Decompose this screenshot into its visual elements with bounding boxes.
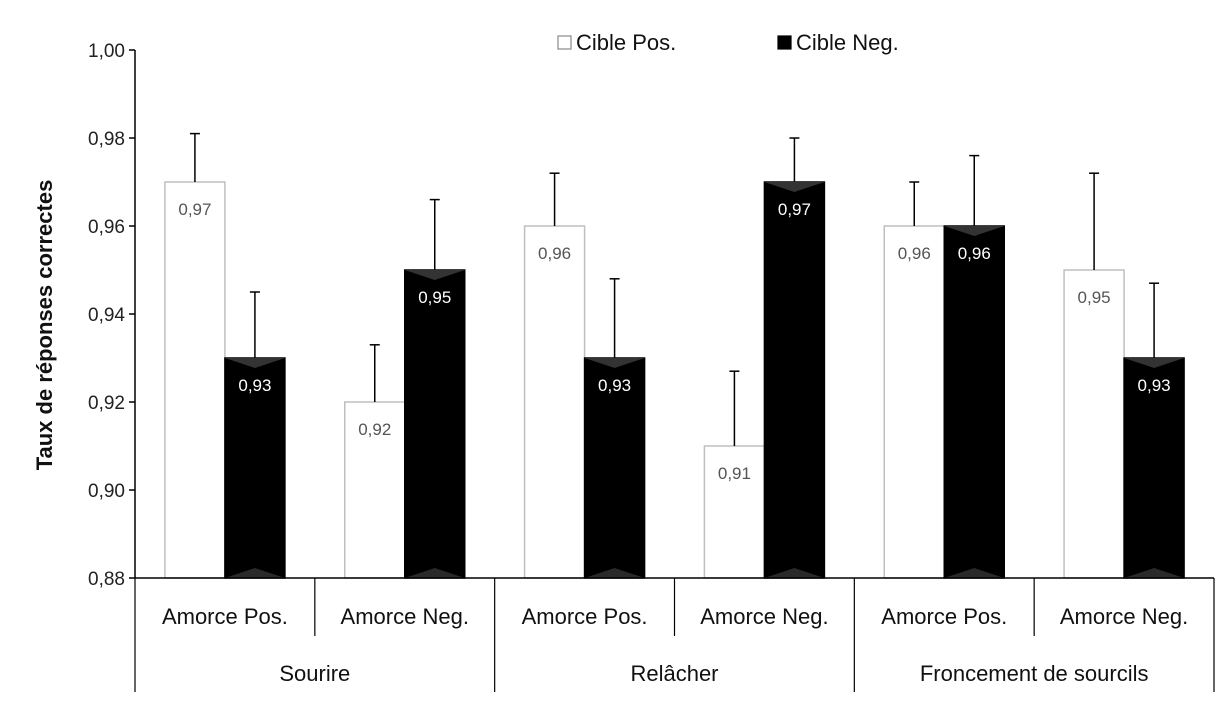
data-label: 0,91 bbox=[718, 464, 751, 483]
data-label: 0,97 bbox=[778, 200, 811, 219]
bar-cible-neg bbox=[763, 181, 826, 579]
bar-cible-neg bbox=[943, 225, 1005, 579]
bar-cible-neg bbox=[583, 357, 646, 579]
bar-bevel-bottom bbox=[764, 568, 825, 578]
bars: 0,97 0,93 0,92 0,95 0,96 0,93 0,91 0,97 0,96 0,96… bbox=[164, 132, 1185, 579]
bar-cible-pos bbox=[1063, 269, 1125, 579]
x-group-label: Relâcher bbox=[630, 661, 718, 686]
data-label: 0,96 bbox=[958, 244, 991, 263]
data-label: 0,95 bbox=[1078, 288, 1111, 307]
bar-bevel-bottom bbox=[584, 568, 645, 578]
bar-cible-neg bbox=[1123, 357, 1185, 579]
bar-bevel-bottom bbox=[404, 568, 465, 578]
y-tick-label: 0,92 bbox=[88, 393, 125, 414]
data-label: 0,95 bbox=[418, 288, 451, 307]
x-category-label: Amorce Pos. bbox=[881, 604, 1007, 629]
y-tick-label: 0,96 bbox=[88, 217, 125, 238]
x-category-label: Amorce Neg. bbox=[700, 604, 828, 629]
y-tick-label: 0,98 bbox=[88, 129, 125, 150]
y-axis-label: Taux de réponses correctes bbox=[32, 180, 57, 471]
legend-swatch-cible-pos bbox=[557, 35, 572, 50]
bar-bevel-top bbox=[404, 270, 465, 280]
y-axis: 0,88 0,90 0,92 0,94 0,96 0,98 1,00 bbox=[88, 41, 136, 590]
bar-bevel-top bbox=[584, 358, 645, 368]
bar-bevel-top bbox=[944, 226, 1005, 236]
legend-swatch-cible-neg bbox=[777, 35, 792, 50]
data-label: 0,96 bbox=[538, 244, 571, 263]
y-tick-label: 0,90 bbox=[88, 481, 125, 502]
y-tick-label: 0,88 bbox=[88, 569, 125, 590]
bar-bevel-top bbox=[764, 182, 825, 192]
x-group-label: Sourire bbox=[279, 661, 350, 686]
bar-cible-pos bbox=[703, 445, 766, 579]
data-label: 0,93 bbox=[238, 376, 271, 395]
y-tick-label: 1,00 bbox=[88, 41, 125, 62]
x-category-label: Amorce Neg. bbox=[341, 604, 469, 629]
bar-cible-pos bbox=[523, 225, 586, 579]
data-label: 0,93 bbox=[598, 376, 631, 395]
x-category-label: Amorce Pos. bbox=[522, 604, 648, 629]
legend-label: Cible Pos. bbox=[576, 30, 676, 55]
data-label: 0,97 bbox=[178, 200, 211, 219]
data-label: 0,93 bbox=[1138, 376, 1171, 395]
data-label: 0,96 bbox=[898, 244, 931, 263]
bar-cible-pos bbox=[164, 181, 226, 579]
bar-bevel-top bbox=[224, 358, 285, 368]
data-label: 0,92 bbox=[358, 420, 391, 439]
bar-cible-neg bbox=[404, 269, 466, 579]
legend-label: Cible Neg. bbox=[796, 30, 899, 55]
x-category-label: Amorce Pos. bbox=[162, 604, 288, 629]
bar-cible-pos bbox=[883, 225, 945, 579]
legend: Cible Pos. Cible Neg. bbox=[557, 30, 899, 55]
bar-bevel-bottom bbox=[944, 568, 1005, 578]
bar-bevel-bottom bbox=[224, 568, 285, 578]
x-category-label: Amorce Neg. bbox=[1060, 604, 1188, 629]
bar-bevel-top bbox=[1124, 358, 1185, 368]
x-group-label: Froncement de sourcils bbox=[920, 661, 1149, 686]
y-tick-label: 0,94 bbox=[88, 305, 125, 326]
bar-bevel-bottom bbox=[1124, 568, 1185, 578]
x-axis: Amorce Pos. Amorce Neg. Amorce Pos. Amorce … bbox=[134, 577, 1215, 692]
